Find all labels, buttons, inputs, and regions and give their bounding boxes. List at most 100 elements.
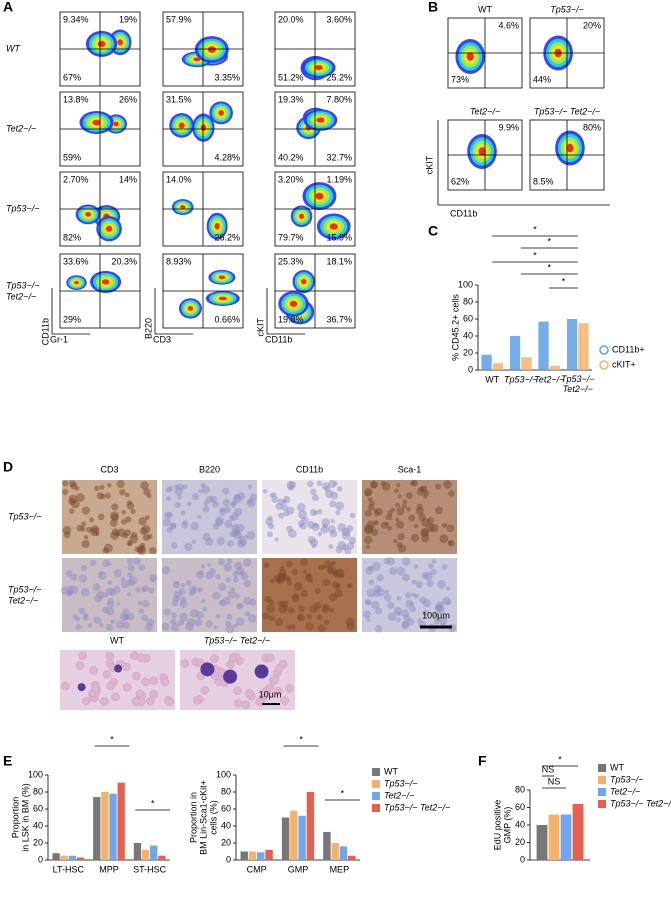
panel-letter: E [3,753,12,769]
density [214,222,220,230]
nucleus [200,662,215,677]
cell [138,517,147,526]
cell [184,542,193,552]
cell [409,605,417,613]
quadrant-percent: 7.80% [326,94,352,104]
y-axis-label: Proportion [10,797,20,839]
y-tick-label: 0 [468,364,473,374]
cell [163,518,172,527]
cell [376,588,386,597]
quadrant-percent: 36.7% [326,314,352,324]
cell [243,535,248,540]
quadrant-percent: 13.8% [63,94,89,104]
significance-label: * [341,788,345,798]
rbc [91,683,101,693]
cell [432,612,439,618]
bar [52,853,60,860]
cell [116,480,125,489]
cell [365,599,372,606]
quadrant-percent: 3.35% [214,72,240,82]
cell [166,526,173,533]
cell [246,530,256,540]
density [187,305,194,311]
smear-label: WT [110,635,124,645]
cell [286,580,292,586]
y-tick-label: 40 [515,819,525,829]
quadrant-percent: 82% [63,232,81,242]
plot-title: Tp53−/− [550,4,584,14]
legend-marker [599,345,609,355]
cell [413,593,419,599]
cell [331,581,339,589]
quadrant-percent: 32.7% [326,152,352,162]
cell [127,564,135,572]
cell [111,503,119,511]
cell [76,493,85,502]
scale-label: 100μm [422,610,450,620]
significance-label: * [547,236,551,246]
quadrant-percent: 62% [451,176,469,186]
bar [158,855,166,860]
cell [323,619,330,626]
cell [121,509,126,515]
bar [521,357,532,370]
rbc [105,651,115,661]
cell [218,583,227,591]
cell [308,578,314,583]
legend-marker [372,792,380,800]
rbc [135,689,145,699]
cell [127,541,132,547]
cell [89,517,95,523]
density [478,147,486,156]
cell [312,544,317,549]
x-tick-label: Tp53−/− Tet2−/− [561,374,595,394]
cell [411,479,419,487]
cell [320,525,329,534]
significance-label: * [110,734,114,744]
cell [239,570,245,576]
cell [143,488,151,496]
rbc [102,670,112,679]
cell [271,495,279,503]
significance-label: * [151,798,155,808]
scale-label: 10μm [259,689,282,699]
cell [305,622,314,631]
axis-arrow [437,120,610,206]
y-tick-label: 60 [221,803,231,813]
bar [566,319,578,370]
quadrant-percent: 80% [583,122,601,132]
cell [426,579,434,587]
row-label: Tp53−/− [6,203,40,213]
y-axis-label: EdU positive [492,800,502,851]
cell [174,501,181,509]
cell [72,614,78,620]
cell [222,498,231,507]
cell [349,512,356,519]
cell [306,480,314,488]
density [200,124,207,132]
panel-letter: A [3,0,13,15]
cell [149,547,157,555]
quadrant-percent: 73% [451,74,469,84]
cell [366,520,376,529]
legend-label: Tp53−/− [610,774,644,784]
cell [81,506,91,515]
density [466,52,474,61]
cell [107,482,112,488]
quadrant-percent: 8.93% [166,256,192,266]
cell [120,579,130,589]
cell [408,514,416,522]
bar [306,792,315,860]
cell [138,608,144,614]
density [74,280,79,285]
cell [104,492,112,499]
density [85,212,92,217]
cell [137,547,144,554]
density [113,121,119,127]
cell [107,580,113,586]
quadrant-percent: 20% [583,20,601,30]
axis-label: cKIT [255,318,265,337]
cell [231,500,237,506]
cell [437,579,446,589]
